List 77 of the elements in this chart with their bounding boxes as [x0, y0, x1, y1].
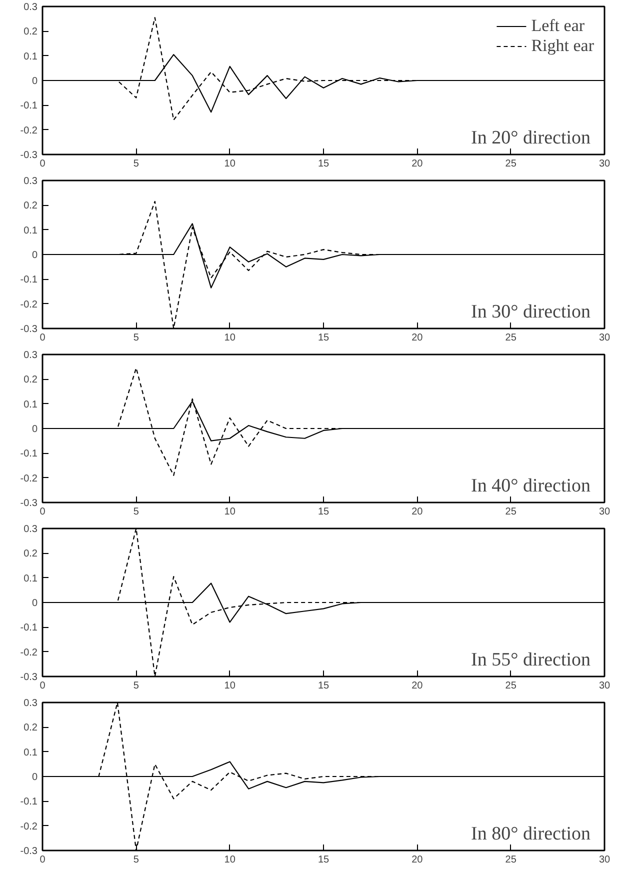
x-tick-label: 25: [505, 680, 517, 692]
y-tick-label: 0.2: [24, 374, 38, 386]
y-tick-label: -0.2: [20, 473, 38, 484]
x-tick-label: 30: [598, 680, 610, 692]
y-tick-label: -0.3: [20, 150, 38, 161]
x-tick-label: 0: [40, 854, 46, 866]
x-tick-label: 0: [40, 158, 46, 170]
x-tick-label: 0: [40, 680, 46, 692]
y-tick-label: 0: [32, 424, 38, 435]
x-tick-label: 5: [133, 680, 140, 692]
y-tick-label: 0.1: [24, 747, 38, 758]
y-tick-label: 0.1: [24, 399, 38, 410]
y-tick-label: 0.2: [24, 548, 38, 560]
annotation: In 80° direction: [471, 824, 591, 844]
y-tick-label: 0.1: [24, 573, 38, 584]
x-tick-label: 30: [598, 854, 610, 866]
y-tick-label: -0.1: [20, 100, 38, 112]
annotation: In 20° direction: [471, 128, 591, 148]
y-tick-label: -0.1: [20, 274, 38, 286]
x-tick-label: 20: [412, 332, 424, 344]
y-tick-label: 0.2: [24, 722, 38, 734]
annotation: In 30° direction: [471, 302, 591, 322]
y-tick-label: -0.2: [20, 647, 38, 658]
y-tick-label: -0.3: [20, 324, 38, 335]
x-tick-label: 20: [412, 854, 424, 866]
y-tick-label: 0: [32, 76, 38, 87]
x-tick-label: 20: [412, 680, 424, 692]
x-tick-label: 15: [318, 680, 330, 692]
x-tick-label: 30: [598, 158, 610, 170]
x-tick-label: 30: [598, 506, 610, 518]
x-tick-label: 5: [133, 332, 140, 344]
x-tick-label: 10: [224, 680, 236, 692]
y-tick-label: -0.2: [20, 821, 38, 832]
y-tick-label: 0.1: [24, 51, 38, 62]
y-tick-label: 0: [32, 250, 38, 261]
y-tick-label: 0: [32, 598, 38, 609]
y-tick-label: -0.3: [20, 498, 38, 509]
x-tick-label: 5: [133, 506, 140, 518]
y-tick-label: 0: [32, 772, 38, 783]
x-tick-label: 15: [318, 506, 330, 518]
x-tick-label: 10: [224, 332, 236, 344]
annotation: In 55° direction: [471, 650, 591, 670]
x-tick-label: 0: [40, 506, 46, 518]
x-tick-label: 10: [224, 854, 236, 866]
y-tick-label: 0.3: [24, 176, 38, 187]
x-tick-label: 25: [505, 332, 517, 344]
annotation: In 40° direction: [471, 476, 591, 496]
x-tick-label: 25: [505, 854, 517, 866]
x-tick-label: 15: [318, 332, 330, 344]
x-tick-label: 30: [598, 332, 610, 344]
y-tick-label: -0.2: [20, 125, 38, 136]
legend-label: Right ear: [531, 36, 594, 56]
y-tick-label: 0.2: [24, 200, 38, 212]
y-tick-label: -0.1: [20, 448, 38, 460]
y-tick-label: 0.2: [24, 26, 38, 38]
x-tick-label: 10: [224, 158, 236, 170]
x-tick-label: 20: [412, 506, 424, 518]
y-tick-label: -0.3: [20, 846, 38, 857]
legend-label: Left ear: [531, 16, 585, 36]
y-tick-label: -0.3: [20, 672, 38, 683]
x-tick-label: 5: [133, 854, 140, 866]
y-tick-label: 0.3: [24, 350, 38, 361]
y-tick-label: 0.1: [24, 225, 38, 236]
y-tick-label: -0.1: [20, 622, 38, 634]
x-tick-label: 20: [412, 158, 424, 170]
x-tick-label: 15: [318, 854, 330, 866]
x-tick-label: 0: [40, 332, 46, 344]
x-tick-label: 25: [505, 506, 517, 518]
x-tick-label: 10: [224, 506, 236, 518]
x-tick-label: 15: [318, 158, 330, 170]
y-tick-label: -0.1: [20, 796, 38, 808]
y-tick-label: 0.3: [24, 698, 38, 709]
y-tick-label: -0.2: [20, 299, 38, 310]
x-tick-label: 25: [505, 158, 517, 170]
x-tick-label: 5: [133, 158, 140, 170]
y-tick-label: 0.3: [24, 2, 38, 13]
y-tick-label: 0.3: [24, 524, 38, 535]
